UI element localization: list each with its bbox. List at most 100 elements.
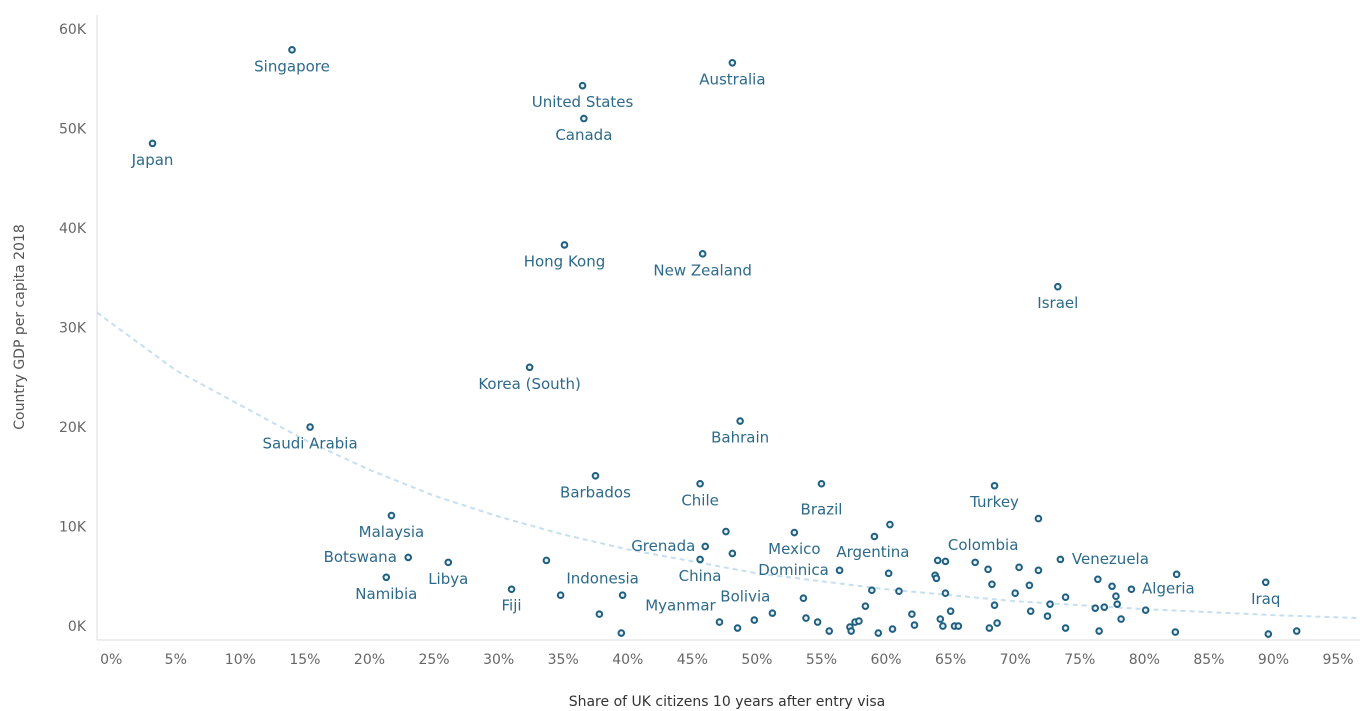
point [1011,589,1019,598]
point [1112,592,1120,601]
y-tick-label: 30K [59,320,87,336]
point [941,557,950,566]
point [696,479,704,488]
point [1043,612,1052,620]
point [728,58,737,67]
y-axis-title: Country GDP per capita 2018 [12,224,28,430]
point [1100,603,1109,611]
point [1264,630,1273,638]
point [750,616,759,624]
point [507,585,516,594]
x-tick-label: 95% [1322,652,1353,668]
point [1054,282,1062,291]
point [591,471,600,480]
point [444,558,453,567]
point [1113,600,1122,608]
point [895,587,903,596]
point [847,627,855,635]
x-tick-label: 35% [548,652,579,668]
x-tick-label: 0% [100,652,122,668]
point-label: Mexico [768,540,820,558]
point [1292,627,1301,635]
x-tick-label: 75% [1064,652,1095,668]
point [728,549,737,558]
point-label: Colombia [948,536,1019,554]
point-label: Fiji [502,597,522,615]
y-tick-label: 40K [59,221,87,237]
point [888,625,897,633]
point [861,602,870,610]
point [971,558,979,567]
point [1127,585,1136,594]
point-label: Namibia [355,585,417,603]
point-label: Saudi Arabia [262,435,357,453]
point [722,527,730,536]
point [874,629,883,637]
point [790,528,799,537]
point [698,250,707,258]
point [1171,628,1180,636]
y-tick-label: 60K [59,22,87,38]
point [148,139,157,148]
x-tick-label: 85% [1193,652,1224,668]
point-label: Botswana [324,548,397,566]
point-label: Malaysia [359,523,425,541]
x-tick-label: 60% [870,652,901,668]
point-label: Bolivia [720,588,770,606]
point [736,417,744,425]
point [1091,604,1100,612]
point [1026,607,1035,615]
x-tick-label: 10% [225,652,256,668]
point [595,610,604,618]
point [1095,627,1103,635]
point [701,542,710,551]
point-label: Israel [1037,294,1078,312]
point [1108,582,1116,591]
x-axis-title: Share of UK citizens 10 years after entr… [569,694,886,710]
point [884,569,893,578]
point [306,423,314,431]
point [984,565,992,574]
point-label: Iraq [1251,590,1280,608]
point [802,614,810,622]
trendline [96,311,1360,620]
point-label: Bahrain [711,429,769,447]
point [560,241,569,249]
point [941,589,950,598]
point [1015,563,1023,572]
y-tick-label: 0K [68,619,87,635]
point-label: Chile [681,491,719,509]
point [813,618,822,626]
point [1034,514,1043,523]
point-label: Hong Kong [524,252,606,270]
point-label: Indonesia [566,570,639,588]
x-tick-label: 90% [1258,652,1289,668]
point [939,622,947,630]
point [985,624,994,632]
x-tick-label: 15% [289,652,320,668]
point-label: Grenada [631,537,695,555]
point-label: Algeria [1142,580,1195,598]
point-label: Brazil [801,500,843,518]
point [936,615,945,623]
point [580,114,588,123]
point [910,621,919,629]
point [954,622,963,630]
point [817,479,826,488]
point [404,553,413,562]
point [733,624,742,632]
y-tick-label: 20K [59,420,87,436]
point-label: China [679,567,722,585]
point [1141,606,1150,614]
point-label: Korea (South) [478,375,581,393]
x-tick-label: 55% [806,652,837,668]
point [835,566,844,575]
point-label: Japan [131,151,174,169]
point [932,574,941,583]
point [799,594,808,603]
x-tick-label: 30% [483,652,514,668]
point-label: Singapore [254,57,330,75]
point [855,617,863,625]
point [578,81,587,90]
